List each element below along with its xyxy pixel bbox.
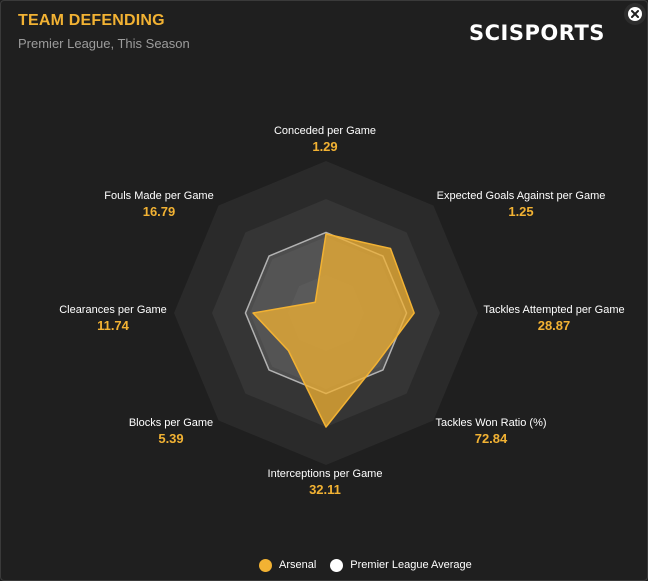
axis-label: Interceptions per Game [268, 468, 383, 480]
axis-value: 11.74 [97, 318, 130, 333]
axis-label: Conceded per Game [274, 125, 376, 137]
axis-value: 28.87 [538, 318, 571, 333]
legend-item-team: Arsenal [259, 558, 317, 572]
axis-value: 32.11 [309, 482, 341, 497]
axis-value: 16.79 [143, 204, 176, 219]
chart-subtitle: Premier League, This Season [18, 36, 190, 51]
axis-value: 1.29 [312, 139, 337, 154]
axis-label: Blocks per Game [129, 417, 213, 429]
axis-value: 1.25 [508, 204, 533, 219]
close-button[interactable] [624, 3, 646, 25]
axis-label: Expected Goals Against per Game [437, 190, 606, 202]
legend-average-label: Premier League Average [350, 559, 472, 571]
axis-label: Tackles Won Ratio (%) [435, 417, 546, 429]
series-arsenal-area [252, 233, 415, 428]
axis-value: 5.39 [158, 431, 183, 446]
axis-label: Fouls Made per Game [104, 190, 213, 202]
legend-average-swatch [330, 558, 344, 572]
axis-value: 72.84 [475, 431, 508, 446]
legend-team-label: Arsenal [279, 559, 317, 571]
brand-logo: SCISPORTS [469, 21, 605, 45]
chart-legend: Arsenal Premier League Average [259, 557, 486, 573]
legend-item-average: Premier League Average [330, 558, 472, 572]
axis-label: Tackles Attempted per Game [483, 304, 624, 316]
chart-title: TEAM DEFENDING [18, 12, 165, 29]
close-icon [628, 7, 642, 21]
axis-label: Clearances per Game [59, 304, 167, 316]
legend-team-swatch [259, 558, 272, 572]
